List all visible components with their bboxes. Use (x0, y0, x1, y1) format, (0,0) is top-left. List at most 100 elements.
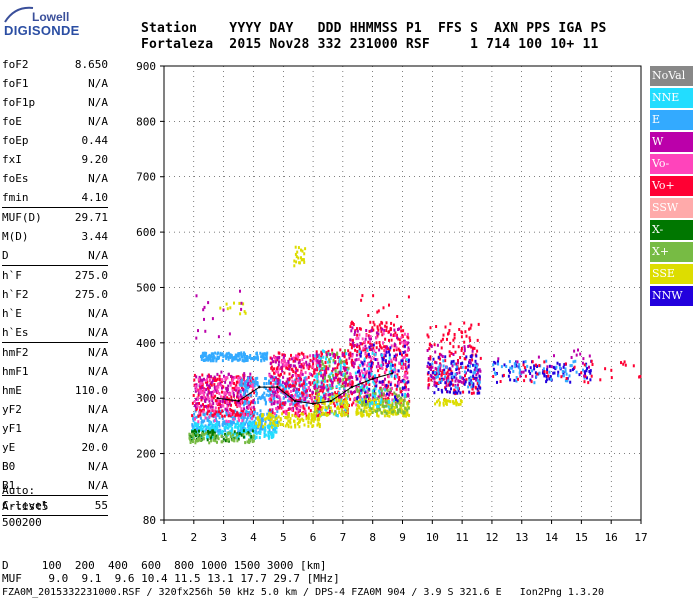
trace-point (276, 385, 279, 389)
echo-point (335, 394, 337, 398)
echo-point (585, 369, 588, 373)
echo-point (283, 371, 286, 375)
echo-point (319, 397, 322, 401)
echo-point (219, 306, 222, 310)
echo-point (388, 303, 390, 307)
echo-point (391, 387, 393, 390)
echo-point (304, 247, 307, 251)
echo-point (189, 439, 192, 443)
echo-point (388, 414, 391, 418)
echo-point (294, 411, 297, 415)
echo-point (221, 385, 224, 388)
echo-point (430, 378, 433, 382)
echo-point (254, 416, 257, 420)
echo-point (531, 374, 534, 378)
echo-point (401, 335, 404, 339)
echo-point (268, 412, 271, 416)
echo-point (295, 407, 298, 411)
echo-point (292, 359, 295, 363)
echo-point (388, 348, 391, 352)
parameter-row: foF1p N/A (2, 93, 108, 112)
echo-point (226, 376, 229, 380)
echo-point (226, 405, 229, 409)
echo-point (200, 390, 203, 394)
echo-point (522, 360, 525, 364)
echo-point (433, 391, 436, 395)
echo-point (213, 436, 216, 440)
echo-point (242, 353, 245, 357)
echo-point (306, 393, 309, 397)
echo-point (249, 376, 252, 380)
echo-point (309, 354, 312, 358)
echo-point (237, 354, 240, 358)
echo-point (297, 246, 300, 250)
echo-point (514, 365, 517, 369)
echo-point (313, 396, 316, 400)
echo-point (317, 406, 320, 410)
echo-point (317, 397, 320, 400)
echo-point (225, 391, 228, 395)
echo-point (545, 375, 548, 378)
echo-point (257, 418, 260, 422)
echo-point (469, 361, 472, 365)
parameter-label: h`F (2, 269, 22, 282)
echo-point (477, 384, 480, 388)
echo-point (325, 386, 328, 390)
echo-point (248, 410, 251, 414)
echo-point (316, 423, 319, 427)
echo-point (191, 414, 194, 418)
echo-point (256, 354, 259, 358)
echo-point (229, 354, 232, 358)
echo-point (350, 329, 353, 333)
echo-point (273, 371, 276, 375)
echo-point (294, 425, 297, 429)
echo-point (534, 371, 537, 375)
echo-point (355, 403, 358, 407)
echo-point (289, 417, 292, 421)
echo-point (573, 365, 576, 369)
echo-point (582, 357, 585, 361)
echo-point (277, 381, 280, 385)
echo-point (395, 375, 398, 379)
echo-point (278, 367, 281, 371)
echo-point (396, 399, 399, 403)
echo-point (336, 406, 339, 410)
echo-point (394, 410, 397, 414)
echo-point (369, 335, 372, 339)
trace-point (329, 399, 333, 403)
echo-point (252, 383, 255, 387)
echo-point (345, 358, 348, 362)
plot-grid (164, 66, 641, 520)
echo-point (399, 409, 402, 413)
echo-point (315, 350, 318, 354)
echo-point (572, 360, 575, 364)
echo-point (434, 371, 436, 375)
echo-point (252, 436, 255, 440)
echo-point (237, 437, 240, 441)
echo-point (249, 432, 252, 436)
echo-point (397, 381, 400, 385)
echo-point (198, 429, 200, 433)
echo-point (583, 376, 586, 380)
echo-point (244, 384, 247, 388)
echo-point (203, 399, 206, 403)
echo-point (278, 386, 281, 390)
echo-point (287, 392, 290, 396)
echo-point (277, 390, 279, 393)
echo-point (201, 386, 204, 390)
echo-point (289, 390, 292, 393)
echo-point (518, 371, 521, 375)
footer-distance-row: D 100 200 400 600 800 1000 1500 3000 [km… (2, 559, 327, 572)
echo-point (242, 377, 245, 381)
echo-point (523, 379, 526, 383)
echo-point (403, 344, 406, 348)
scaled-parameters-panel: foF2 8.650 foF1 N/A foF1p N/A foE N/A foEp 0.44 fx… (2, 55, 108, 516)
echo-point (303, 389, 305, 393)
echo-point (393, 348, 395, 352)
echo-point (321, 406, 324, 410)
echo-point (401, 379, 404, 383)
echo-point (363, 395, 366, 399)
echo-point (436, 400, 438, 404)
echo-point (307, 415, 310, 419)
echo-point (457, 379, 460, 383)
